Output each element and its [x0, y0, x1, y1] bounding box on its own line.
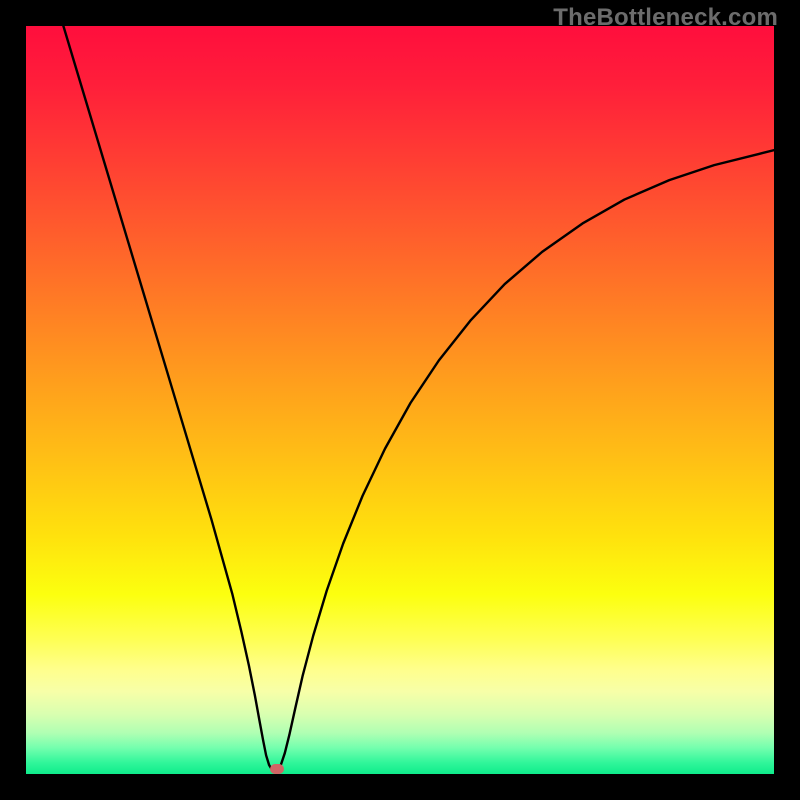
minimum-marker — [270, 764, 284, 774]
bottleneck-curve — [26, 26, 774, 774]
plot-area — [26, 26, 774, 774]
figure-container: TheBottleneck.com — [0, 0, 800, 800]
